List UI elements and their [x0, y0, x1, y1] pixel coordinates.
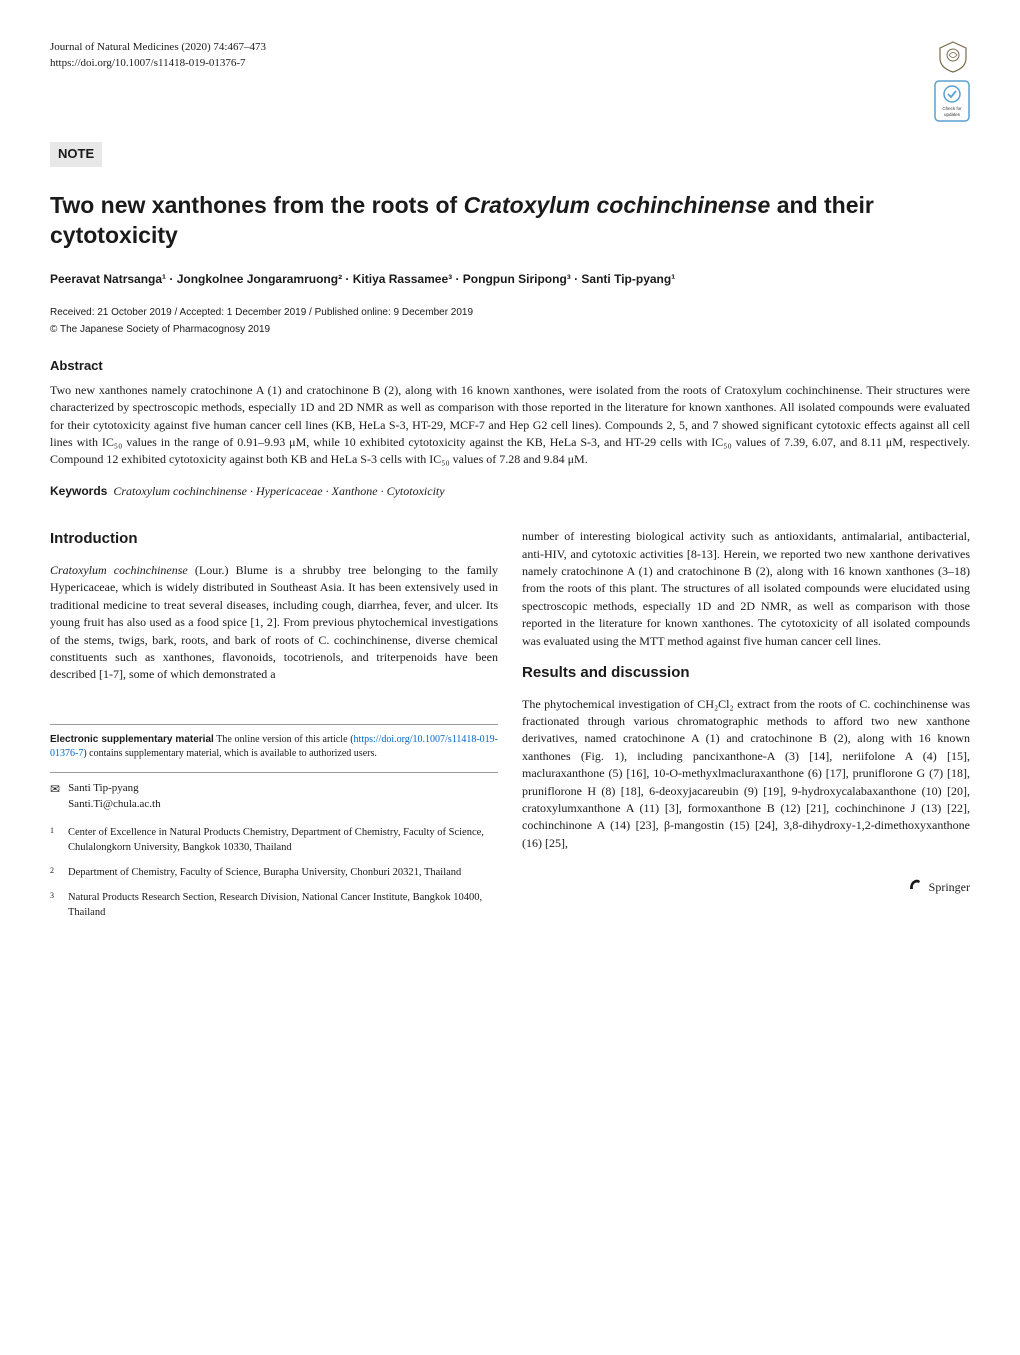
intro-species: Cratoxylum cochinchinense	[50, 563, 188, 577]
affil-text: Department of Chemistry, Faculty of Scie…	[68, 865, 498, 880]
corr-email: Santi.Ti@chula.ac.th	[68, 797, 161, 813]
article-title: Two new xanthones from the roots of Crat…	[50, 191, 970, 251]
supp-label: Electronic supplementary material	[50, 734, 214, 745]
corr-name: Santi Tip-pyang	[68, 781, 161, 797]
svg-text:updates: updates	[944, 112, 961, 117]
journal-info: Journal of Natural Medicines (2020) 74:4…	[50, 40, 266, 72]
affiliation-row: 2 Department of Chemistry, Faculty of Sc…	[50, 865, 498, 880]
affiliation-row: 1 Center of Excellence in Natural Produc…	[50, 825, 498, 855]
supp-post: ) contains supplementary material, which…	[83, 748, 377, 759]
introduction-heading: Introduction	[50, 528, 498, 550]
keywords-line: Keywords Cratoxylum cochinchinense · Hyp…	[50, 483, 970, 500]
intro-text-left: (Lour.) Blume is a shrubby tree belongin…	[50, 563, 498, 681]
publisher-name: Springer	[929, 879, 970, 896]
abstract-heading: Abstract	[50, 357, 970, 376]
results-para: The phytochemical investigation of CH₂Cl…	[522, 696, 970, 853]
publisher-footer: Springer	[522, 876, 970, 899]
intro-para-right: number of interesting biological activit…	[522, 528, 970, 650]
affil-number: 1	[50, 825, 58, 855]
page-header: Journal of Natural Medicines (2020) 74:4…	[50, 40, 970, 122]
supp-pre: The online version of this article (	[214, 734, 354, 745]
affil-text: Natural Products Research Section, Resea…	[68, 890, 498, 920]
results-heading: Results and discussion	[522, 662, 970, 684]
title-pre: Two new xanthones from the roots of	[50, 192, 464, 218]
article-type-label: NOTE	[50, 142, 102, 167]
abstract-text: Two new xanthones namely cratochinone A …	[50, 382, 970, 469]
svg-text:Check for: Check for	[942, 106, 962, 111]
right-column: number of interesting biological activit…	[522, 528, 970, 930]
doi-link[interactable]: https://doi.org/10.1007/s11418-019-01376…	[50, 57, 246, 69]
keywords-label: Keywords	[50, 484, 107, 498]
envelope-icon: ✉	[50, 781, 60, 798]
two-column-body: Introduction Cratoxylum cochinchinense (…	[50, 528, 970, 930]
springer-horse-icon	[907, 876, 923, 899]
journal-citation: Journal of Natural Medicines (2020) 74:4…	[50, 40, 266, 56]
publication-dates: Received: 21 October 2019 / Accepted: 1 …	[50, 306, 970, 321]
left-column: Introduction Cratoxylum cochinchinense (…	[50, 528, 498, 930]
corresponding-author-box: ✉ Santi Tip-pyang Santi.Ti@chula.ac.th 1…	[50, 772, 498, 921]
publisher-shield-icon	[936, 40, 970, 74]
copyright-line: © The Japanese Society of Pharmacognosy …	[50, 323, 970, 338]
check-updates-icon[interactable]: Check for updates	[934, 80, 970, 122]
intro-para-left: Cratoxylum cochinchinense (Lour.) Blume …	[50, 562, 498, 684]
author-list: Peeravat Natrsanga¹ · Jongkolnee Jongara…	[50, 271, 970, 288]
supplementary-box: Electronic supplementary material The on…	[50, 724, 498, 762]
affil-number: 2	[50, 865, 58, 880]
title-species: Cratoxylum cochinchinense	[464, 192, 771, 218]
header-badges: Check for updates	[934, 40, 970, 122]
affil-number: 3	[50, 890, 58, 920]
keywords-text: Cratoxylum cochinchinense · Hypericaceae…	[113, 484, 444, 498]
affiliations-list: 1 Center of Excellence in Natural Produc…	[50, 825, 498, 921]
affiliation-row: 3 Natural Products Research Section, Res…	[50, 890, 498, 920]
affil-text: Center of Excellence in Natural Products…	[68, 825, 498, 855]
